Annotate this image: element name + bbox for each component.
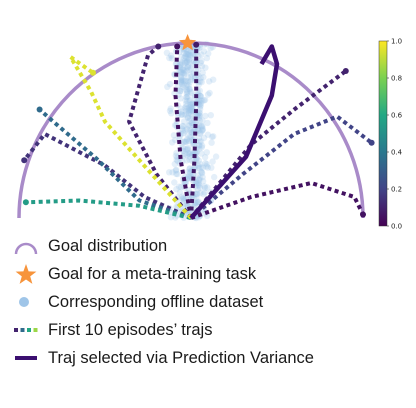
dataset-point (199, 170, 205, 176)
trajectory-endpoint (90, 70, 96, 76)
dataset-point (181, 118, 187, 124)
dataset-point (208, 112, 214, 118)
colorbar-tick-label: 0.6 (391, 112, 403, 120)
dataset-point (179, 193, 185, 199)
arc-icon (12, 234, 40, 258)
dataset-point (196, 176, 202, 182)
legend-dash (21, 328, 25, 332)
trajectory-endpoint (360, 212, 366, 218)
dataset-point (204, 184, 210, 190)
dataset-point (202, 154, 208, 160)
solid-line-icon (12, 346, 40, 370)
colorbar-tick-label: 0.0 (391, 223, 402, 231)
legend-item-goal: Goal for a meta-training task (12, 260, 412, 288)
dataset-point (202, 113, 208, 119)
colorbar-tick-label: 0.4 (391, 149, 403, 157)
dot-icon (12, 290, 40, 314)
dataset-point (203, 163, 209, 169)
dataset-point (198, 58, 204, 64)
trajectory-endpoint (193, 42, 199, 48)
dataset-point (171, 179, 177, 185)
legend-item-dataset: Corresponding offline dataset (12, 288, 412, 316)
legend-label: Goal distribution (48, 237, 167, 256)
dataset-point (177, 88, 183, 94)
dataset-point (177, 95, 183, 101)
dataset-point (186, 56, 192, 62)
dataset-point (164, 84, 170, 90)
dataset-point (179, 71, 185, 77)
legend-dash (27, 328, 31, 332)
legend-label: Traj selected via Prediction Variance (48, 349, 314, 368)
star-icon (12, 262, 40, 286)
dataset-point (168, 105, 174, 111)
dotted-line-icon (12, 318, 40, 342)
episode-trajectory (24, 134, 191, 218)
dataset-point (208, 140, 214, 146)
dataset-point (164, 50, 170, 56)
dataset-point (199, 127, 205, 133)
colorbar-tick-label: 1.0 (391, 38, 402, 46)
dataset-point (169, 55, 175, 61)
dataset-point (202, 65, 208, 71)
dataset-point (213, 153, 219, 159)
dataset-point (174, 171, 180, 177)
legend-label: First 10 episodes’ trajs (48, 321, 212, 340)
dataset-point (206, 90, 212, 96)
legend-label: Goal for a meta-training task (48, 265, 256, 284)
legend: Goal distribution Goal for a meta-traini… (12, 232, 412, 372)
legend-item-first-episodes: First 10 episodes’ trajs (12, 316, 412, 344)
legend-dash (34, 328, 38, 332)
legend-item-goal-distribution: Goal distribution (12, 232, 412, 260)
legend-label: Corresponding offline dataset (48, 293, 263, 312)
trajectory-endpoint (343, 68, 349, 74)
trajectory-endpoint (23, 199, 29, 205)
dataset-point (186, 86, 192, 92)
dataset-point (184, 146, 190, 152)
trajectory-endpoint (174, 44, 180, 50)
colorbar-tick-label: 0.8 (391, 75, 402, 83)
legend-dash (14, 328, 18, 332)
colorbar-gradient (379, 41, 387, 226)
dataset-point (209, 134, 215, 140)
dataset-point (210, 77, 216, 83)
dataset-point (201, 48, 207, 54)
colorbar: 0.0 0.2 0.4 0.6 0.8 1.0 (379, 38, 403, 231)
dataset-point (195, 182, 201, 188)
dataset-point (183, 139, 189, 145)
colorbar-tick-label: 0.2 (391, 186, 402, 194)
legend-item-selected-traj: Traj selected via Prediction Variance (12, 344, 412, 372)
dataset-point (211, 174, 217, 180)
trajectory-endpoint (369, 140, 375, 146)
goal-plot: 0.0 0.2 0.4 0.6 0.8 1.0 (0, 0, 416, 232)
episode-trajectory (191, 117, 372, 219)
trajectory-endpoint (37, 107, 43, 113)
dataset-point (176, 184, 182, 190)
dataset-point (181, 81, 187, 87)
trajectory-endpoint (155, 44, 161, 50)
dataset-point (178, 108, 184, 114)
trajectory-endpoint (21, 157, 27, 163)
dataset-point (196, 157, 202, 163)
dataset-point (187, 107, 193, 113)
